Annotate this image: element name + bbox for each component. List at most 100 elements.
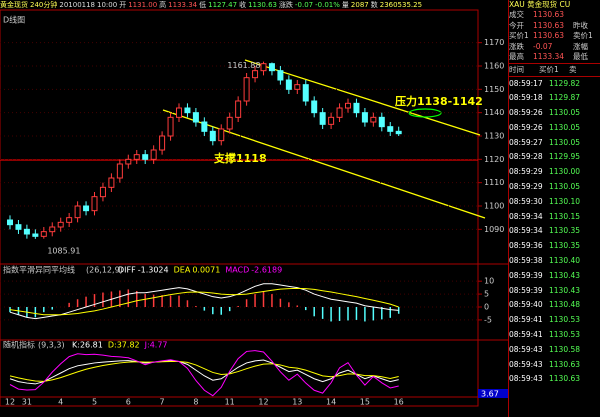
candle-body (319, 112, 326, 125)
x-tick-label: 13 (292, 398, 302, 407)
tick-row: 08:59:34 1130.15 (509, 210, 600, 225)
tick-cell: 1130.63 (549, 359, 581, 369)
quote-row: 今开 1130.63 昨收 (509, 21, 600, 32)
tick-cell: 08:59:28 (509, 152, 543, 162)
tick-row: 08:59:17 1129.82 (509, 77, 600, 92)
candle-body (15, 224, 22, 230)
quote-cell: -0.07 (533, 41, 553, 51)
legend-value: 0.0071 (192, 266, 220, 275)
legend-value: 37.82 (117, 341, 140, 350)
header-cell: 买价1 (539, 64, 559, 74)
tick-cell: 1130.43 (549, 285, 581, 295)
legend-value: -2.6189 (251, 266, 282, 275)
candle-body (209, 130, 216, 142)
candle-body (116, 163, 123, 179)
ticks-list: 08:59:17 1129.82 08:59:18 1129.87 08:59:26 11… (509, 77, 600, 388)
candle-body (192, 112, 199, 123)
tick-cell: 08:59:43 (509, 374, 543, 384)
legend-value: 26.81 (80, 341, 103, 350)
candle-body (294, 84, 301, 90)
candle-body (268, 63, 275, 72)
candle-body (32, 233, 39, 237)
x-tick-label: 15 (360, 398, 370, 407)
candle-body (378, 116, 385, 128)
candle-body (277, 70, 284, 81)
channel-lower (162, 109, 486, 219)
tick-cell: 08:59:34 (509, 211, 543, 221)
tick-cell: 1130.05 (549, 182, 581, 192)
tick-row: 08:59:26 1130.05 (509, 106, 600, 121)
panel-title: 指数平滑异同平均线 (3, 265, 75, 275)
quote-rows: 成交 1130.63 今开 1130.63 昨收 买价1 1130.63 卖价1 涨跌 -0.07… (509, 10, 600, 63)
tick-row: 08:59:40 1130.48 (509, 298, 600, 313)
candle-body (353, 102, 360, 114)
tick-cell: 1130.00 (549, 167, 581, 177)
quote-cell: 涨跌 (509, 41, 524, 51)
y-tick-label: 1140 (484, 108, 504, 117)
tick-row: 08:59:41 1130.53 (509, 328, 600, 343)
value: 1127.47 (208, 1, 238, 9)
value: 1130.63 (248, 1, 278, 9)
candle-body (49, 226, 56, 233)
quote-cell: 1130.63 (533, 20, 565, 30)
candle-body (243, 77, 250, 102)
ticks-header: 时间 买价1 卖 (509, 62, 600, 77)
quote-cell: 1130.63 (533, 31, 565, 40)
label: 收 (239, 1, 247, 9)
candle-body (142, 154, 149, 160)
instrument: 黄金现货 (0, 1, 28, 9)
annotation: 支撑1118 (213, 151, 267, 165)
quote-cell: 涨幅 (573, 41, 588, 51)
candle-body (260, 63, 267, 72)
tick-row: 08:59:29 1130.05 (509, 180, 600, 195)
tick-cell: 1130.48 (549, 300, 581, 310)
period: 240分钟 (30, 1, 58, 9)
label: 低 (199, 1, 207, 9)
tick-cell: 1130.05 (549, 122, 581, 132)
quote-row: 成交 1130.63 (509, 10, 600, 21)
quote-bar: 黄金现货 240分钟 20100118 10:00 开 1131.00 高 1133.34 低 1… (0, 0, 508, 10)
legend-name: J: (144, 341, 150, 350)
series-line (9, 283, 399, 320)
tick-row: 08:59:26 1130.05 (509, 121, 600, 136)
annotation: 压力1138-1142 (395, 94, 483, 108)
quote-cell: 最高 (509, 52, 524, 61)
legend-value: 4.77 (150, 341, 168, 350)
quote-cell: 成交 (509, 10, 524, 19)
value: -0.01% (315, 1, 340, 9)
tick-row: 08:59:39 1130.43 (509, 284, 600, 299)
series-line (9, 361, 399, 382)
tick-cell: 1129.95 (549, 152, 581, 162)
tick-cell: 1130.15 (549, 211, 581, 221)
candle-body (176, 107, 182, 118)
tick-cell: 1130.05 (549, 137, 581, 147)
quote-row: 涨跌 -0.07 涨幅 (509, 42, 600, 53)
tick-cell: 08:59:30 (509, 196, 543, 206)
tick-row: 08:59:18 1129.87 (509, 91, 600, 106)
legend-name: K: (72, 341, 80, 350)
tick-cell: 08:59:39 (509, 285, 543, 295)
tick-row: 08:59:34 1130.35 (509, 224, 600, 239)
tick-cell: 1129.82 (549, 78, 581, 88)
candle-body (167, 116, 174, 137)
candle-body (150, 149, 157, 160)
y-tick-label: 5 (484, 290, 489, 299)
candle-body (91, 196, 98, 212)
tick-row: 08:59:30 1130.10 (509, 195, 600, 210)
candle-body (125, 158, 132, 165)
x-tick-label: 16 (394, 398, 404, 407)
tick-cell: 08:59:26 (509, 122, 543, 132)
legend-name: D: (108, 341, 117, 350)
tick-cell: 08:59:43 (509, 359, 543, 369)
quote-cell: 最低 (573, 52, 588, 61)
label: 量 (341, 1, 349, 9)
candle-body (336, 107, 343, 118)
candle-body (99, 186, 106, 198)
candle-body (57, 221, 64, 228)
y-tick-label: 1090 (484, 225, 504, 234)
tick-row: 08:59:36 1130.35 (509, 239, 600, 254)
quote-row: 最高 1133.34 最低 (509, 52, 600, 63)
tick-cell: 08:59:39 (509, 270, 543, 280)
tick-cell: 08:59:41 (509, 330, 543, 340)
tick-row: 08:59:39 1130.43 (509, 269, 600, 284)
